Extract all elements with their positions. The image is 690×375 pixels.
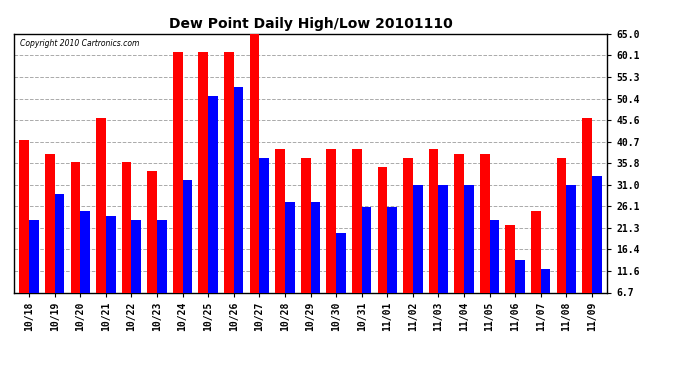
Bar	[29, 220, 39, 322]
Bar	[259, 158, 269, 322]
Bar	[566, 184, 576, 322]
Bar	[199, 51, 208, 322]
Bar	[582, 118, 592, 322]
Bar	[557, 158, 566, 322]
Bar	[45, 154, 55, 322]
Bar	[454, 154, 464, 322]
Bar	[362, 207, 371, 322]
Bar	[224, 51, 234, 322]
Bar	[121, 162, 132, 322]
Bar	[326, 149, 336, 322]
Bar	[275, 149, 285, 322]
Bar	[387, 207, 397, 322]
Bar	[310, 202, 320, 322]
Bar	[173, 51, 183, 322]
Bar	[403, 158, 413, 322]
Bar	[541, 269, 551, 322]
Title: Dew Point Daily High/Low 20101110: Dew Point Daily High/Low 20101110	[168, 17, 453, 31]
Bar	[377, 167, 387, 322]
Bar	[438, 184, 448, 322]
Text: Copyright 2010 Cartronics.com: Copyright 2010 Cartronics.com	[20, 39, 139, 48]
Bar	[413, 184, 422, 322]
Bar	[480, 154, 489, 322]
Bar	[80, 211, 90, 322]
Bar	[183, 180, 193, 322]
Bar	[250, 34, 259, 322]
Bar	[285, 202, 295, 322]
Bar	[336, 234, 346, 322]
Bar	[132, 220, 141, 322]
Bar	[464, 184, 473, 322]
Bar	[531, 211, 541, 322]
Bar	[208, 96, 218, 322]
Bar	[352, 149, 362, 322]
Bar	[301, 158, 310, 322]
Bar	[428, 149, 438, 322]
Bar	[592, 176, 602, 322]
Bar	[70, 162, 80, 322]
Bar	[106, 216, 116, 322]
Bar	[55, 194, 64, 322]
Bar	[515, 260, 525, 322]
Bar	[505, 225, 515, 322]
Bar	[489, 220, 500, 322]
Bar	[96, 118, 106, 322]
Bar	[234, 87, 244, 322]
Bar	[157, 220, 167, 322]
Bar	[19, 140, 29, 322]
Bar	[147, 171, 157, 322]
